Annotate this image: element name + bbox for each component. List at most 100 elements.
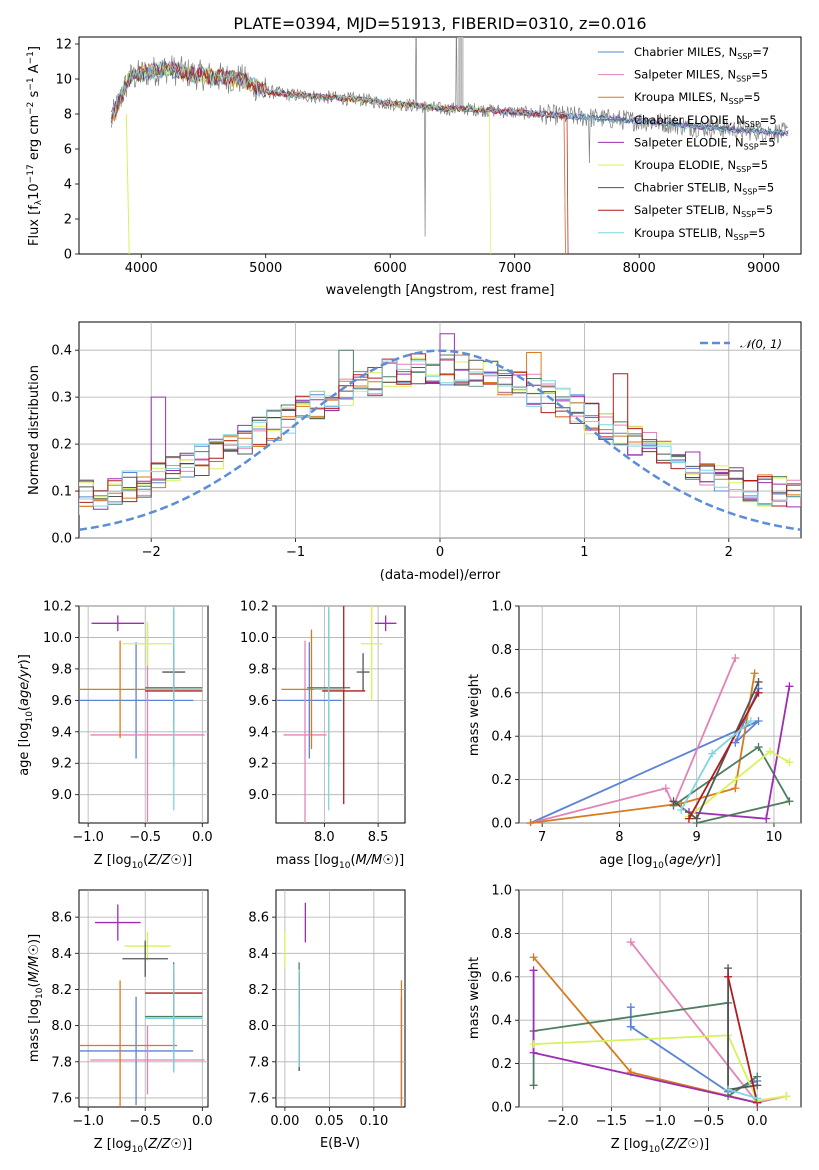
y-tick-label: 10.2 <box>43 600 72 615</box>
legend-label: Kroupa STELIB, NSSP=5 <box>634 226 765 242</box>
legend-sub: SSP <box>736 165 751 174</box>
label-part: )] <box>27 934 42 944</box>
weight-marker <box>753 1072 762 1081</box>
weight-marker <box>753 1081 762 1090</box>
weight-lines <box>526 654 794 826</box>
legend-sub: SSP <box>737 52 752 61</box>
label-part: ( <box>664 853 669 868</box>
x-tick-label: −1 <box>286 545 305 560</box>
weight-marker <box>692 814 701 823</box>
legend-val: =5 <box>751 158 768 172</box>
weight-marker <box>782 1092 791 1101</box>
label-part: age [log <box>599 853 652 868</box>
y-tick-label: 1.0 <box>491 600 512 615</box>
y-tick-label: 8.0 <box>248 1019 269 1034</box>
legend-val: =5 <box>759 135 776 149</box>
legend-sub: SSP <box>745 120 760 129</box>
weight-marker <box>626 1003 635 1012</box>
errorbar-point <box>145 964 203 1073</box>
spectrum-xlabel: wavelength [Angstrom, rest frame] <box>326 283 555 298</box>
y-tick-label: 0.6 <box>491 686 512 701</box>
weight-vs-z-ylabel: mass weight <box>467 957 482 1039</box>
y-tick-label: 0.1 <box>51 485 72 500</box>
ylabel-part: erg cm <box>27 115 42 164</box>
axis-label-text: Z [log10(Z/Z☉)] <box>94 1137 192 1155</box>
weight-marker <box>724 972 733 981</box>
legend-main: Chabrier MILES, N <box>634 45 737 59</box>
errorbar-point <box>283 640 327 823</box>
weight-vs-age-ylabel: mass weight <box>467 674 482 756</box>
errorbar-point <box>124 931 171 961</box>
residuals-plot-area: −2 −1 0 1 2 0.0 0.1 0.2 0.3 0.4 𝒩(0, 1) <box>51 322 801 560</box>
y-tick-label: 7.8 <box>51 1055 72 1070</box>
age-vs-mass-panel: 8.0 8.5 9.0 9.2 9.4 9.6 9.8 10.0 10.2 mass [log1… <box>240 600 406 871</box>
spectrum-ylabel: Flux [fλ10−17 erg cm−2 s−1 A−1] <box>26 46 44 246</box>
legend-label: Chabrier MILES, NSSP=7 <box>634 45 769 61</box>
weight-marker <box>684 814 693 823</box>
weight-vs-age-panel: 7 8 9 100.00.20.40.60.81.0 age [log10(age/y… <box>467 600 802 871</box>
label-part: ( <box>143 1137 148 1152</box>
x-tick-label: 5000 <box>249 261 282 276</box>
weight-line-salpeter-stelib <box>727 976 759 1103</box>
weight-marker <box>762 814 771 823</box>
weight-marker <box>731 784 740 793</box>
ylabel-part: 10 <box>27 183 42 200</box>
y-tick-label: 1.0 <box>491 884 512 899</box>
label-part: ( <box>27 982 42 987</box>
label-part: Z/Z☉ <box>147 1137 182 1152</box>
y-tick-label: 9.2 <box>248 757 269 772</box>
legend-label: Salpeter MILES, NSSP=5 <box>634 68 768 84</box>
y-tick-label: 0 <box>64 248 72 263</box>
y-tick-label: 9.4 <box>248 725 269 740</box>
model-line-kroupa-stelib <box>111 60 789 137</box>
x-tick-label: −0.5 <box>129 830 161 845</box>
weight-marker <box>529 1040 538 1049</box>
ylabel-part: A <box>27 64 42 77</box>
y-tick-label: 7.6 <box>51 1091 72 1106</box>
label-part: Z [log <box>94 1137 132 1152</box>
weight-marker <box>785 682 794 691</box>
y-tick-label: 0.4 <box>491 1014 512 1029</box>
label-part: ( <box>350 853 355 868</box>
legend-main: Salpeter ELODIE, N <box>634 135 744 149</box>
y-tick-label: 8.4 <box>51 947 72 962</box>
x-tick-label: −1.5 <box>596 1114 628 1129</box>
x-tick-label: 0.00 <box>270 1114 299 1129</box>
mass-vs-ebv-plot-frame <box>275 889 406 1108</box>
x-tick-label: 0.0 <box>192 1114 213 1129</box>
weight-marker <box>626 938 635 947</box>
weight-line-kroupa-elodie <box>533 1034 787 1102</box>
weight-line-kroupa-elodie <box>688 750 790 818</box>
ylabel-part: Flux [f <box>27 205 42 246</box>
label-part: Z [log <box>611 1137 649 1152</box>
histograms <box>79 333 801 532</box>
axis-label-text: mass [log10(M/M☉)] <box>276 853 404 871</box>
x-tick-label: 0 <box>436 545 444 560</box>
observed-spectrum-line <box>111 37 789 237</box>
y-tick-label: 8.4 <box>248 947 269 962</box>
errorbars <box>79 904 205 1107</box>
weight-marker <box>529 1048 538 1057</box>
label-part: Z/Z☉ <box>664 1137 699 1152</box>
label-part: )] <box>182 853 192 868</box>
axis-label-text: age [log10(age/yr)] <box>17 654 35 776</box>
legend-val: =5 <box>751 68 768 82</box>
mass-vs-z-plot-area: −1.0 −0.5 0.0 7.6 7.8 8.0 8.2 8.4 8.6 <box>51 890 213 1129</box>
y-tick-label: 10.2 <box>240 600 269 615</box>
legend-main: Kroupa MILES, N <box>634 90 729 104</box>
legend-sub: SSP <box>734 233 749 242</box>
weight-marker <box>754 677 763 686</box>
x-tick-label: 6000 <box>374 261 407 276</box>
y-tick-label: 8.2 <box>51 983 72 998</box>
legend-main: Chabrier STELIB, N <box>634 181 742 195</box>
y-tick-label: 10.0 <box>240 631 269 646</box>
weight-vs-z-panel: −2.0 −1.5 −1.0 −0.5 0.0 0.0 0.2 0.4 0.6 0.8 1.0 Z … <box>467 884 802 1155</box>
legend-label: 𝒩(0, 1) <box>740 337 782 351</box>
label-part: Z [log <box>94 853 132 868</box>
label-part: )] <box>699 1137 709 1152</box>
label-sub: 10 <box>132 861 144 871</box>
y-tick-label: 7.6 <box>248 1091 269 1106</box>
legend-sub: SSP <box>736 75 751 84</box>
y-tick-label: 0.4 <box>51 344 72 359</box>
weight-marker <box>661 784 670 793</box>
